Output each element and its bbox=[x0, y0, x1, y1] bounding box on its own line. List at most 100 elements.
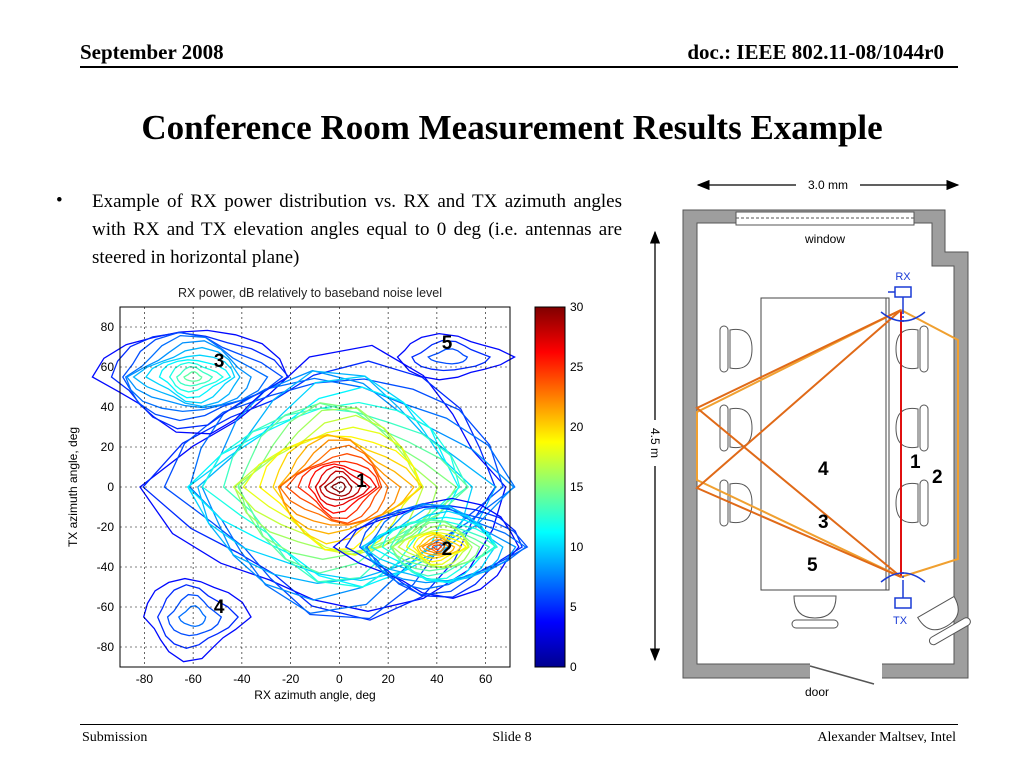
contour-line bbox=[391, 524, 473, 569]
contour-line bbox=[91, 329, 289, 435]
room-walls bbox=[682, 209, 969, 679]
contour-line bbox=[201, 401, 461, 588]
door-opening bbox=[810, 662, 882, 680]
x-tick-label: -40 bbox=[233, 672, 251, 686]
contour-line bbox=[156, 584, 239, 649]
x-tick-label: 20 bbox=[381, 672, 395, 686]
contour-line bbox=[242, 426, 421, 556]
footer-left: Submission bbox=[82, 730, 148, 745]
contour-line bbox=[278, 444, 389, 526]
contour-line bbox=[412, 532, 468, 563]
path-label-2: 2 bbox=[932, 467, 943, 488]
colorbar-tick-label: 5 bbox=[570, 600, 577, 614]
contour-line bbox=[126, 340, 252, 409]
y-tick-label: 20 bbox=[101, 440, 115, 454]
plot-grid bbox=[120, 307, 510, 667]
peak-labels: 1 2 3 4 5 bbox=[214, 333, 453, 618]
peak-label: 4 bbox=[214, 597, 225, 618]
peak-label: 3 bbox=[214, 351, 225, 372]
x-tick-label: -20 bbox=[282, 672, 300, 686]
window-label: window bbox=[804, 232, 845, 246]
y-tick-label: -60 bbox=[97, 600, 115, 614]
path-label-4: 4 bbox=[818, 459, 829, 480]
contour-line bbox=[397, 528, 470, 568]
contour-line bbox=[186, 386, 460, 588]
plot-title: RX power, dB relatively to baseband nois… bbox=[178, 286, 442, 300]
y-tick-label: 0 bbox=[107, 480, 114, 494]
room-diagram: 3.0 mm 4.5 m window door RX bbox=[647, 178, 971, 699]
x-tick-label: 40 bbox=[430, 672, 444, 686]
contour-line bbox=[426, 541, 446, 553]
contour-line bbox=[183, 371, 203, 382]
contour-line bbox=[427, 348, 469, 365]
colorbar-tick-label: 20 bbox=[570, 420, 584, 434]
contour-line bbox=[364, 503, 517, 584]
header-doc-id: doc.: IEEE 802.11-08/1044r0 bbox=[687, 40, 944, 64]
contour-line bbox=[416, 533, 463, 559]
contour-line bbox=[142, 577, 252, 663]
contour-line bbox=[237, 402, 470, 574]
peak-label: 2 bbox=[442, 539, 453, 560]
footer-center: Slide 8 bbox=[492, 730, 532, 745]
contour-line bbox=[323, 475, 353, 497]
peak-label: 5 bbox=[442, 333, 453, 354]
colorbar bbox=[534, 306, 566, 668]
colorbar-tick-label: 15 bbox=[570, 480, 584, 494]
x-tick-label: 0 bbox=[336, 672, 343, 686]
rx-antenna bbox=[880, 286, 926, 322]
contour-plot: RX power, dB relatively to baseband nois… bbox=[66, 286, 584, 702]
peak-label: 1 bbox=[356, 471, 367, 492]
contour-line bbox=[421, 538, 450, 555]
contour-line bbox=[176, 366, 214, 387]
y-tick-label: 40 bbox=[101, 400, 115, 414]
contour-line bbox=[238, 402, 458, 560]
contour-line bbox=[418, 536, 456, 556]
propagation-paths bbox=[695, 309, 959, 578]
path-labels: 1 2 3 4 5 bbox=[807, 452, 943, 576]
contour-line bbox=[188, 377, 516, 614]
width-label: 3.0 mm bbox=[808, 178, 848, 192]
footer-rule bbox=[80, 724, 958, 725]
y-tick-label: -80 bbox=[97, 640, 115, 654]
contour-line bbox=[277, 439, 401, 526]
y-tick-labels: 80 60 40 20 0 -20 -40 -60 -80 bbox=[97, 320, 115, 654]
slide-title: Conference Room Measurement Results Exam… bbox=[141, 108, 883, 147]
contour-line bbox=[297, 460, 381, 520]
colorbar-tick-label: 25 bbox=[570, 360, 584, 374]
contour-line bbox=[370, 516, 496, 583]
y-axis-label: TX azimuth angle, deg bbox=[66, 427, 80, 547]
contour-line bbox=[405, 532, 470, 566]
door-label: door bbox=[805, 685, 829, 699]
contour-line bbox=[110, 331, 290, 430]
tx-label: TX bbox=[893, 615, 908, 627]
bullet-text: Example of RX power distribution vs. RX … bbox=[92, 191, 622, 268]
x-tick-label: -80 bbox=[136, 672, 154, 686]
contour-line bbox=[168, 361, 225, 393]
header-rule bbox=[80, 66, 958, 68]
y-tick-label: 60 bbox=[101, 360, 115, 374]
contour-line bbox=[132, 346, 241, 408]
colorbar-tick-labels: 30 25 20 15 10 5 0 bbox=[570, 300, 584, 674]
contour-line bbox=[232, 414, 424, 556]
rx-label: RX bbox=[895, 271, 911, 283]
path-label-5: 5 bbox=[807, 555, 818, 576]
contour-line bbox=[396, 332, 516, 381]
tx-antenna bbox=[880, 572, 926, 609]
contour-line bbox=[307, 463, 378, 514]
contour-line bbox=[258, 435, 423, 551]
contour-line bbox=[431, 544, 443, 551]
contour-line bbox=[390, 521, 481, 569]
contour-line bbox=[158, 359, 232, 399]
colorbar-tick-label: 0 bbox=[570, 660, 577, 674]
conference-table bbox=[760, 297, 890, 591]
x-axis-label: RX azimuth angle, deg bbox=[254, 688, 375, 702]
colorbar-tick-label: 30 bbox=[570, 300, 584, 314]
contour-line bbox=[145, 354, 236, 404]
door-leaf bbox=[809, 665, 875, 685]
x-tick-label: 60 bbox=[479, 672, 493, 686]
plot-area bbox=[91, 306, 529, 668]
contour-line bbox=[177, 605, 207, 628]
y-tick-label: -40 bbox=[97, 560, 115, 574]
length-label: 4.5 m bbox=[648, 428, 662, 458]
contour-line bbox=[411, 340, 492, 372]
